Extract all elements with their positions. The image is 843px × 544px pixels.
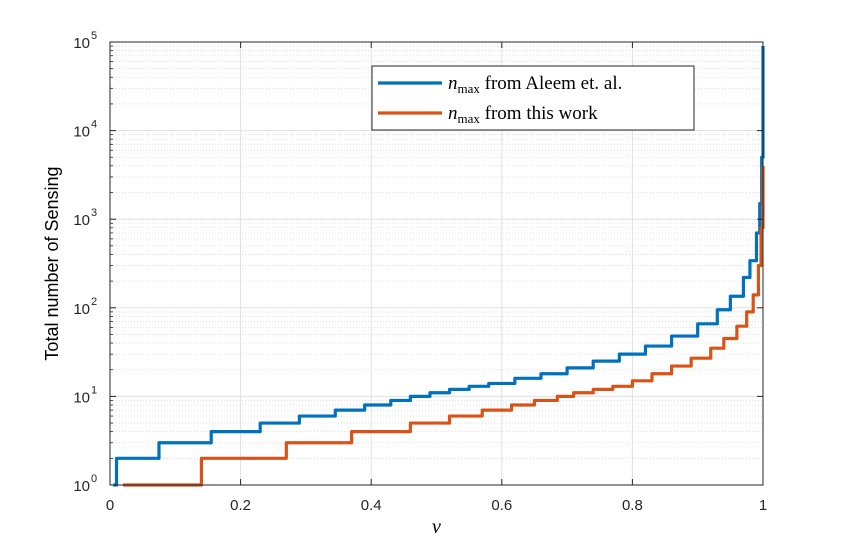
x-tick-label: 0.8 (622, 497, 643, 514)
minor-grid (110, 45, 763, 459)
x-tick-label: 0 (106, 497, 114, 514)
series-layer (113, 46, 765, 487)
y-tick-label: 10 3 (73, 207, 97, 229)
series-line-1 (113, 46, 765, 487)
y-axis-label: Total number of Sensing (42, 166, 62, 360)
legend-label: nmax from Aleem et. al. (448, 73, 622, 96)
y-tick-label-base: 10 (73, 301, 90, 318)
legend-subscript: max (458, 111, 481, 126)
y-tick-label-exponent: 3 (91, 207, 97, 219)
legend-symbol: n (448, 73, 458, 94)
x-axis-label: ν (432, 516, 441, 538)
y-tick-label-base: 10 (73, 35, 90, 52)
legend-item-2: nmax from this work (378, 103, 598, 126)
y-tick-label: 10 1 (73, 384, 97, 406)
axes-box (109, 41, 764, 486)
legend: nmax from Aleem et. al.nmax from this wo… (371, 65, 695, 131)
y-tick-label: 10 5 (73, 30, 97, 52)
legend-item-1: nmax from Aleem et. al. (378, 73, 622, 96)
y-tick-label-base: 10 (73, 124, 90, 141)
x-tick-label: 1 (759, 497, 767, 514)
y-tick-label: 10 4 (73, 119, 97, 141)
x-tick-labels: 0 0.2 0.4 0.6 0.8 1 (106, 497, 767, 514)
tick-marks (109, 41, 764, 486)
legend-text: from this work (480, 103, 598, 124)
x-tick-label: 0.2 (230, 497, 251, 514)
x-tick-label: 0.6 (491, 497, 512, 514)
y-tick-label: 10 0 (73, 473, 97, 495)
y-tick-label-exponent: 5 (91, 30, 97, 42)
legend-subscript: max (458, 81, 481, 96)
y-tick-label: 10 2 (73, 296, 97, 318)
y-tick-label-exponent: 4 (91, 119, 97, 131)
legend-label: nmax from this work (448, 103, 598, 126)
y-tick-label-base: 10 (73, 212, 90, 229)
y-tick-label-exponent: 1 (91, 384, 97, 396)
legend-text: from Aleem et. al. (480, 73, 622, 94)
y-tick-label-base: 10 (73, 389, 90, 406)
y-tick-label-exponent: 0 (91, 473, 97, 485)
x-tick-label: 0.4 (361, 497, 382, 514)
series-line-2 (123, 165, 765, 487)
y-tick-label-exponent: 2 (91, 296, 97, 308)
legend-symbol: n (448, 103, 458, 124)
legend-box (371, 65, 695, 131)
y-tick-label-base: 10 (73, 478, 90, 495)
